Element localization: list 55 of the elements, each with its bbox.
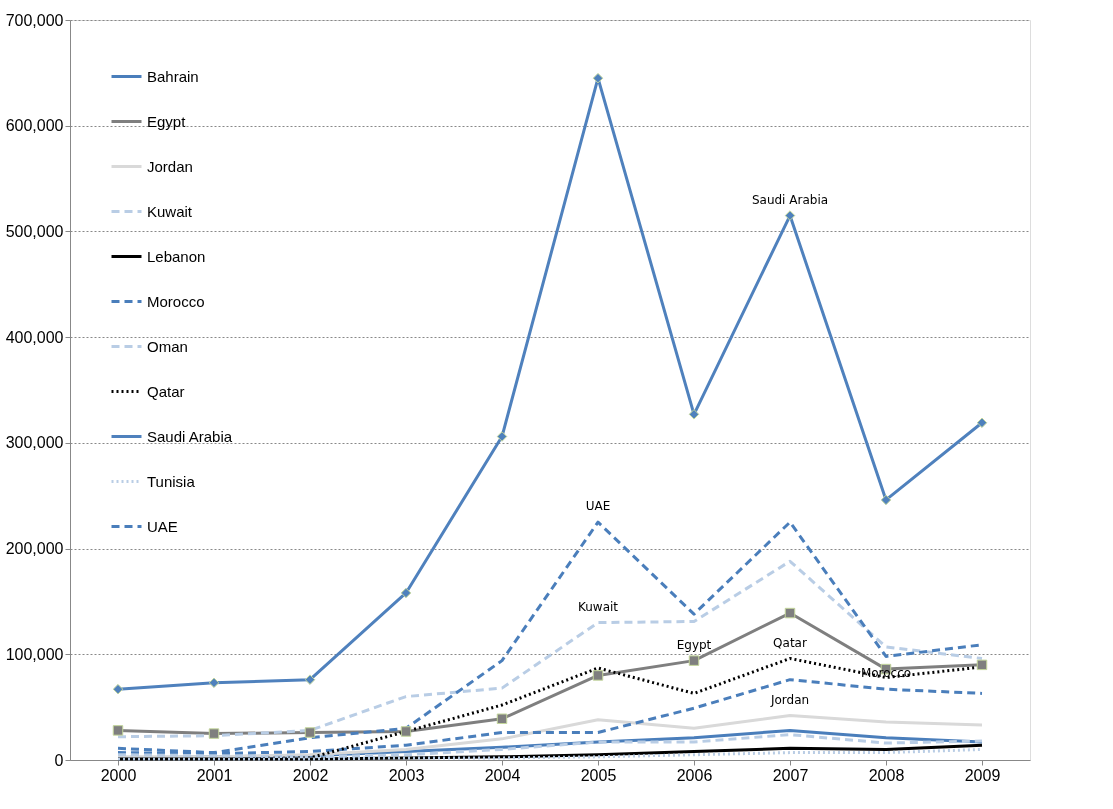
point — [208, 677, 220, 689]
point — [592, 72, 604, 84]
point — [976, 417, 988, 429]
y-tick-label: 500,000 — [5, 222, 64, 240]
point — [304, 674, 316, 685]
legend-label: UAE — [147, 517, 178, 535]
x-tick-label: 2009 — [964, 766, 1001, 784]
annotation: Egypt — [676, 637, 712, 652]
point — [112, 683, 124, 695]
y-tick-label: 100,000 — [5, 645, 64, 663]
point — [496, 431, 508, 442]
point — [400, 726, 412, 737]
legend-label: Saudi Arabia — [147, 427, 233, 445]
x-tick-label: 2004 — [484, 766, 521, 784]
x-tick-label: 2003 — [388, 766, 425, 784]
legend-label: Bahrain — [147, 67, 199, 85]
legend-label: Qatar — [147, 382, 185, 400]
point — [688, 655, 700, 666]
x-tick-label: 2007 — [772, 766, 809, 784]
x-tick-label: 2002 — [292, 766, 329, 784]
y-tick-label: 400,000 — [5, 328, 64, 346]
y-tick-label: 700,000 — [5, 11, 64, 29]
point — [880, 494, 892, 506]
point — [592, 670, 604, 681]
x-tick-label: 2006 — [676, 766, 713, 784]
x-tick-label: 2005 — [580, 766, 617, 784]
point — [688, 409, 700, 420]
annotation: UAE — [585, 499, 611, 514]
point — [784, 607, 796, 619]
x-tick-label: 2001 — [196, 766, 233, 784]
point — [208, 728, 220, 739]
y-tick-label: 200,000 — [5, 540, 64, 558]
x-tick-label: 2000 — [100, 766, 137, 784]
legend-label: Jordan — [147, 157, 193, 175]
legend-label: Tunisia — [147, 472, 196, 490]
point — [304, 727, 316, 738]
annotation: Saudi Arabia — [751, 192, 829, 207]
legend-label: Morocco — [147, 292, 205, 310]
point — [112, 725, 124, 736]
y-tick-label: 0 — [54, 751, 64, 769]
annotation: Morocco — [860, 666, 912, 681]
point — [400, 587, 412, 599]
annotation: Kuwait — [577, 599, 619, 614]
point — [784, 210, 796, 221]
point — [496, 713, 508, 725]
legend-label: Kuwait — [147, 202, 193, 220]
annotation: Qatar — [773, 635, 807, 650]
legend-label: Oman — [147, 337, 188, 355]
legend-label: Egypt — [147, 112, 187, 130]
annotation: Jordan — [769, 692, 810, 707]
y-tick-label: 300,000 — [5, 434, 64, 452]
x-tick-label: 2008 — [868, 766, 905, 784]
legend-label: Lebanon — [147, 247, 206, 265]
point — [976, 659, 988, 671]
y-tick-label: 600,000 — [5, 117, 64, 135]
